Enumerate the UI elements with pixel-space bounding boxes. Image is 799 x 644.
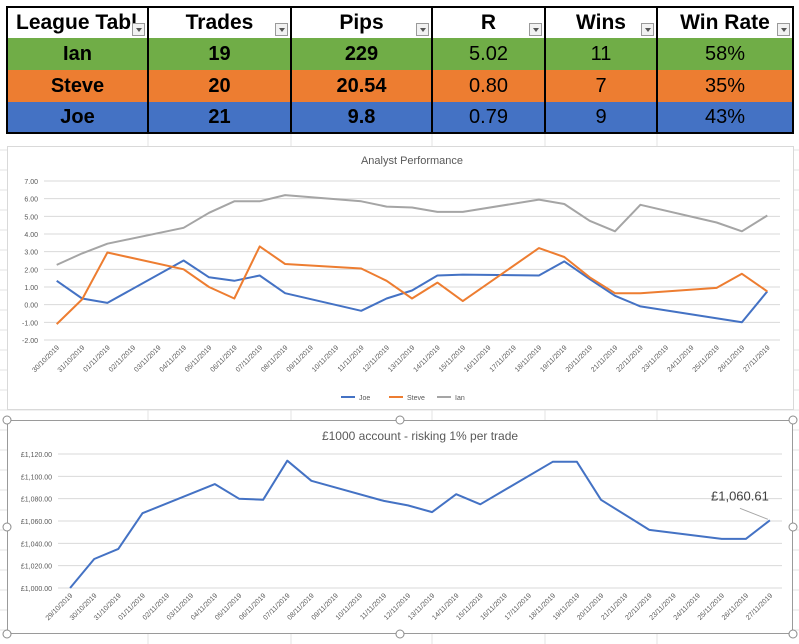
header-win-rate-label: Win Rate (680, 11, 770, 34)
filter-dropdown-icon[interactable] (777, 23, 790, 36)
y-tick-label: £1,060.00 (21, 519, 52, 526)
analyst-performance-svg: Analyst Performance -2.00 -1.00 0.00 1.00 2.0… (22, 155, 780, 402)
y-tick-label: 0.00 (24, 303, 38, 310)
header-win-rate: Win Rate (656, 6, 794, 40)
filter-dropdown-icon[interactable] (416, 23, 429, 36)
y-tick-label: 6.00 (24, 197, 38, 204)
sort-filter-icon[interactable] (529, 23, 542, 36)
y-tick-label: £1,000.00 (21, 586, 52, 593)
annotation-leader-line (739, 507, 769, 520)
analyst-performance-chart[interactable]: Analyst Performance -2.00 -1.00 0.00 1.00 2.0… (7, 146, 794, 410)
filter-dropdown-icon[interactable] (641, 23, 654, 36)
table-cell-pips[interactable]: 9.8 (290, 102, 433, 134)
legend-label-joe: Joe (359, 395, 370, 402)
y-tick-label: 1.00 (24, 285, 38, 292)
x-tick-label: 10/11/2019 (311, 344, 340, 373)
y-tick-label: -1.00 (22, 320, 38, 327)
final-value-annotation: £1,060.61 (711, 488, 769, 503)
table-cell-name[interactable]: Joe (6, 102, 149, 134)
header-r: R (431, 6, 546, 40)
table-cell-trades[interactable]: 21 (147, 102, 292, 134)
chart-title: Analyst Performance (361, 155, 463, 167)
y-tick-label: 2.00 (24, 267, 38, 274)
y-tick-label: -2.00 (22, 338, 38, 345)
y-tick-label: £1,080.00 (21, 497, 52, 504)
series-line-joe (56, 259, 769, 324)
header-name: League Tabl (6, 6, 149, 40)
legend-label-steve: Steve (407, 395, 425, 402)
chart-title: £1000 account - risking 1% per trade (322, 429, 518, 443)
account-chart[interactable]: £1000 account - risking 1% per trade £1,0… (7, 420, 793, 634)
table-cell-r[interactable]: 0.79 (431, 102, 546, 134)
table-cell-r[interactable]: 5.02 (431, 38, 546, 72)
series-line-steve (56, 245, 768, 325)
x-tick-label: 27/11/2019 (742, 344, 771, 373)
table-cell-win-rate[interactable]: 43% (656, 102, 794, 134)
table-cell-r[interactable]: 0.80 (431, 70, 546, 104)
table-cell-wins[interactable]: 7 (544, 70, 658, 104)
table-cell-wins[interactable]: 11 (544, 38, 658, 72)
table-cell-name[interactable]: Ian (6, 38, 149, 72)
table-cell-trades[interactable]: 20 (147, 70, 292, 104)
header-wins: Wins (544, 6, 658, 40)
header-trades: Trades (147, 6, 292, 40)
series-line-ian (56, 194, 768, 266)
table-cell-trades[interactable]: 19 (147, 38, 292, 72)
y-tick-label: 5.00 (24, 214, 38, 221)
y-tick-label: 3.00 (24, 250, 38, 257)
account-chart-svg: £1000 account - risking 1% per trade £1,0… (21, 429, 782, 622)
filter-dropdown-icon[interactable] (132, 23, 145, 36)
header-wins-label: Wins (576, 11, 626, 34)
header-name-label: League Tabl (16, 11, 137, 34)
table-cell-wins[interactable]: 9 (544, 102, 658, 134)
y-tick-label: £1,100.00 (21, 474, 52, 481)
y-tick-label: £1,020.00 (21, 564, 52, 571)
y-tick-label: £1,120.00 (21, 452, 52, 459)
series-line-account (69, 459, 771, 589)
header-pips: Pips (290, 6, 433, 40)
table-cell-win-rate[interactable]: 58% (656, 38, 794, 72)
table-cell-pips[interactable]: 20.54 (290, 70, 433, 104)
y-tick-label: 4.00 (24, 232, 38, 239)
header-r-label: R (480, 11, 497, 34)
legend-label-ian: Ian (455, 395, 465, 402)
filter-dropdown-icon[interactable] (275, 23, 288, 36)
y-tick-label: 7.00 (24, 179, 38, 186)
y-tick-label: £1,040.00 (21, 541, 52, 548)
table-cell-name[interactable]: Steve (6, 70, 149, 104)
header-pips-label: Pips (339, 11, 384, 34)
table-cell-pips[interactable]: 229 (290, 38, 433, 72)
table-cell-win-rate[interactable]: 35% (656, 70, 794, 104)
header-trades-label: Trades (185, 11, 254, 34)
league-table: League Tabl Trades Pips R Wins Win Rate … (0, 0, 799, 140)
